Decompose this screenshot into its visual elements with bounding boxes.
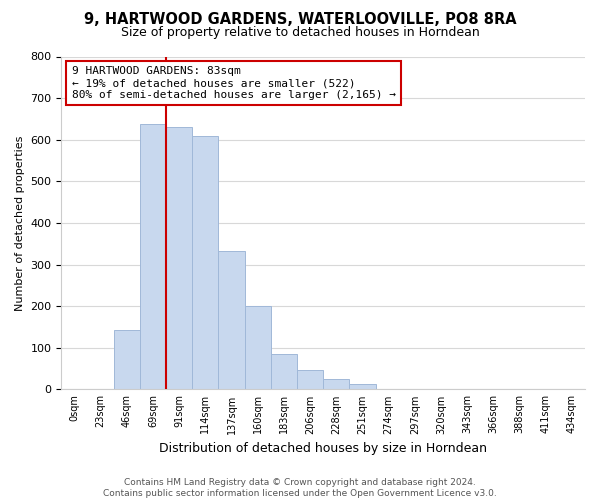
Bar [349,384,376,390]
Bar [140,124,166,390]
Bar [245,306,271,390]
Bar [271,354,297,390]
Bar [114,330,140,390]
Text: 9, HARTWOOD GARDENS, WATERLOOVILLE, PO8 8RA: 9, HARTWOOD GARDENS, WATERLOOVILLE, PO8 … [83,12,517,28]
Text: Size of property relative to detached houses in Horndean: Size of property relative to detached ho… [121,26,479,39]
Bar [323,378,349,390]
Y-axis label: Number of detached properties: Number of detached properties [15,136,25,310]
Text: 9 HARTWOOD GARDENS: 83sqm
← 19% of detached houses are smaller (522)
80% of semi: 9 HARTWOOD GARDENS: 83sqm ← 19% of detac… [72,66,396,100]
Text: Contains HM Land Registry data © Crown copyright and database right 2024.
Contai: Contains HM Land Registry data © Crown c… [103,478,497,498]
Bar [218,251,245,390]
Bar [297,370,323,390]
Bar [193,136,218,390]
X-axis label: Distribution of detached houses by size in Horndean: Distribution of detached houses by size … [159,442,487,455]
Bar [166,127,193,390]
